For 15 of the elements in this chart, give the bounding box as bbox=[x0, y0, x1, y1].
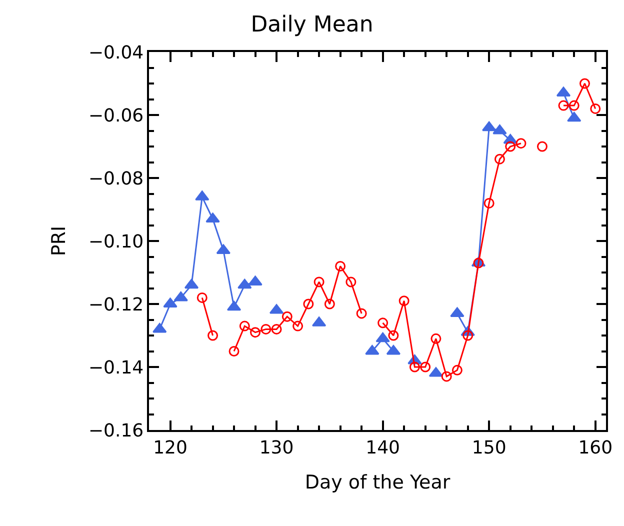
y-tick-label: −0.04 bbox=[88, 42, 144, 64]
x-tick-label: 120 bbox=[153, 437, 188, 458]
x-tick-label: 160 bbox=[578, 437, 613, 458]
x-tick-label: 130 bbox=[259, 437, 294, 458]
y-tick-label: −0.10 bbox=[88, 231, 144, 252]
x-axis-title: Day of the Year bbox=[304, 472, 450, 494]
y-tick-label: −0.12 bbox=[88, 294, 144, 316]
y-tick-label: −0.08 bbox=[88, 168, 144, 190]
y-tick-label: −0.06 bbox=[88, 105, 144, 126]
y-tick-label: −0.14 bbox=[88, 357, 144, 378]
y-axis-title: PRI bbox=[48, 226, 70, 256]
x-tick-label: 150 bbox=[472, 437, 506, 458]
y-tick-label: −0.16 bbox=[88, 420, 144, 442]
x-tick-label: 140 bbox=[366, 437, 400, 458]
chart-title: Daily Mean bbox=[250, 12, 374, 38]
